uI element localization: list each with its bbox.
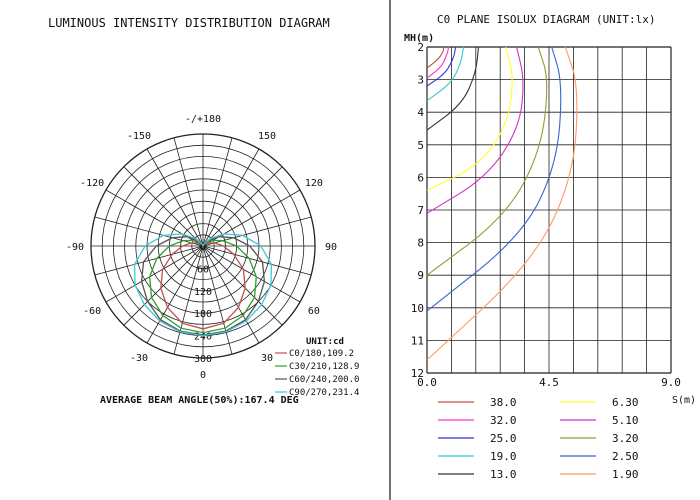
polar-angle-labels: -/+180-150 150-120 120-90 90-60 60-30 300	[66, 114, 337, 381]
polar-curve	[140, 236, 266, 336]
polar-legend-label: C0/180,109.2	[289, 349, 354, 359]
isolux-curve	[426, 46, 465, 102]
isolux-curve	[426, 46, 450, 79]
isolux-curve	[426, 46, 457, 87]
polar-angle-label: 0	[200, 370, 206, 381]
isolux-y-tick-labels: 2 3 4 5 6 7 8 9 10 11 12	[411, 41, 425, 380]
polar-grid-spoke	[94, 216, 204, 247]
isolux-curve	[426, 46, 524, 214]
isolux-legend-label: 19.0	[490, 450, 517, 463]
polar-radial-label: 240	[194, 332, 212, 343]
polar-angle-label: -90	[66, 242, 84, 253]
polar-angle-label: 120	[305, 178, 323, 189]
polar-angle-label: 60	[308, 306, 320, 317]
isolux-legend-label: 2.50	[612, 450, 639, 463]
polar-angle-label: -30	[130, 353, 148, 364]
intensity-distribution-panel: LUMINOUS INTENSITY DISTRIBUTION DIAGRAM …	[48, 16, 359, 406]
polar-legend-label: C90/270,231.4	[289, 388, 359, 398]
polar-grid-spoke	[202, 216, 312, 247]
isolux-y-tick: 9	[417, 269, 424, 282]
polar-grid-spoke	[94, 245, 204, 276]
isolux-y-tick: 6	[417, 171, 424, 184]
isolux-legend: 38.0 6.30 32.0 5.10 25.0 3.20 19.0 2.50 13.0 1.90	[438, 396, 639, 481]
isolux-y-tick: 3	[417, 74, 424, 87]
polar-grid	[90, 133, 316, 359]
polar-grid-spoke	[202, 166, 283, 247]
polar-angle-label: -150	[127, 131, 151, 142]
isolux-legend-label: 1.90	[612, 468, 639, 481]
polar-grid-spoke	[202, 137, 233, 247]
isolux-panel: C0 PLANE ISOLUX DIAGRAM (UNIT:lx) MH(m) …	[404, 13, 696, 481]
polar-grid-spoke	[202, 245, 260, 344]
polar-radial-label: 180	[194, 309, 212, 320]
isolux-grid	[426, 46, 672, 374]
polar-angle-label: -60	[83, 306, 101, 317]
polar-legend-label: C30/210,128.9	[289, 362, 359, 372]
isolux-x-tick: 4.5	[539, 376, 559, 389]
polar-angle-label: 30	[261, 353, 273, 364]
polar-grid-spoke	[105, 245, 204, 303]
isolux-y-tick: 12	[411, 367, 424, 380]
isolux-y-tick: 2	[417, 41, 424, 54]
isolux-chart-title: C0 PLANE ISOLUX DIAGRAM (UNIT:lx)	[437, 13, 656, 26]
polar-unit-label: UNIT:cd	[306, 337, 344, 347]
isolux-y-axis-label: MH(m)	[404, 33, 434, 44]
isolux-legend-label: 32.0	[490, 414, 517, 427]
polar-grid-spoke	[173, 137, 204, 247]
polar-grid-spoke	[202, 148, 260, 247]
isolux-curve	[426, 46, 562, 312]
isolux-y-tick: 7	[417, 204, 424, 217]
polar-angle-label: -120	[80, 178, 104, 189]
isolux-y-tick: 11	[411, 334, 424, 347]
polar-curve	[160, 242, 246, 330]
polar-grid-spoke	[202, 245, 283, 326]
isolux-y-tick: 4	[417, 106, 424, 119]
polar-grid-spoke	[173, 245, 204, 355]
isolux-legend-label: 13.0	[490, 468, 517, 481]
isolux-curves	[426, 46, 578, 361]
polar-chart-title: LUMINOUS INTENSITY DISTRIBUTION DIAGRAM	[48, 16, 330, 30]
polar-grid-spoke	[123, 245, 204, 326]
isolux-curve	[426, 46, 445, 69]
isolux-curve	[426, 46, 548, 276]
polar-angle-label: 150	[258, 131, 276, 142]
isolux-x-tick-labels: 0.0 4.5 9.0	[417, 376, 681, 389]
isolux-legend-label: 5.10	[612, 414, 639, 427]
polar-angle-label: -/+180	[185, 114, 221, 125]
polar-curve	[133, 233, 273, 337]
polar-angle-label: 90	[325, 242, 337, 253]
isolux-y-tick: 8	[417, 237, 424, 250]
polar-grid-spoke	[202, 245, 312, 276]
isolux-legend-label: 38.0	[490, 396, 517, 409]
isolux-curve	[426, 46, 513, 191]
polar-radial-label: 120	[194, 287, 212, 298]
isolux-curve	[426, 46, 480, 131]
isolux-legend-label: 6.30	[612, 396, 639, 409]
polar-intensity-curves	[133, 233, 273, 337]
beam-angle-footer: AVERAGE BEAM ANGLE(50%):167.4 DEG	[100, 395, 299, 406]
polar-grid-spoke	[146, 148, 204, 247]
isolux-curve	[426, 46, 578, 361]
isolux-x-tick: 9.0	[661, 376, 681, 389]
polar-legend: C0/180,109.2 C30/210,128.9 C60/240,200.0 C9…	[275, 349, 359, 398]
polar-legend-label: C60/240,200.0	[289, 375, 359, 385]
isolux-y-tick: 10	[411, 302, 424, 315]
isolux-y-tick: 5	[417, 139, 424, 152]
polar-grid-spoke	[202, 245, 301, 303]
isolux-legend-label: 3.20	[612, 432, 639, 445]
polar-grid-spoke	[202, 245, 233, 355]
polar-radial-label: 60	[197, 264, 209, 275]
polar-radial-label: 300	[194, 354, 212, 365]
polar-grid-spoke	[123, 166, 204, 247]
isolux-legend-label: 25.0	[490, 432, 517, 445]
isolux-x-axis-label: S(m)	[672, 395, 696, 406]
isolux-x-tick: 0.0	[417, 376, 437, 389]
polar-curve	[149, 239, 257, 334]
polar-grid-spoke	[146, 245, 204, 344]
